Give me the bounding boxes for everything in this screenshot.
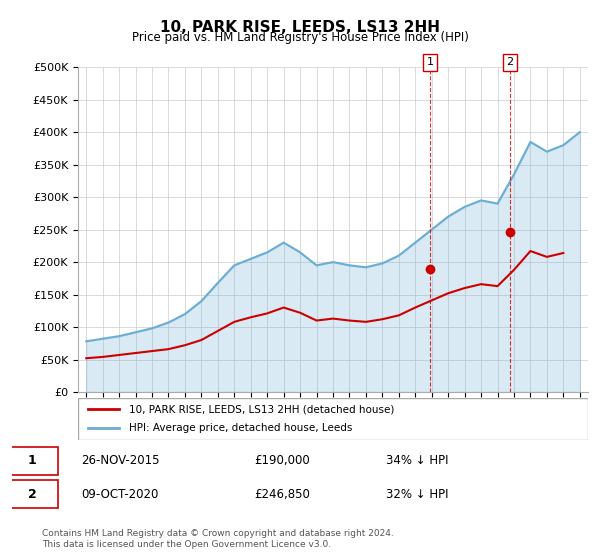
Text: 32% ↓ HPI: 32% ↓ HPI bbox=[386, 488, 449, 501]
Text: 1: 1 bbox=[28, 454, 37, 467]
Text: 2: 2 bbox=[506, 57, 514, 67]
Text: HPI: Average price, detached house, Leeds: HPI: Average price, detached house, Leed… bbox=[129, 423, 352, 433]
FancyBboxPatch shape bbox=[78, 398, 588, 440]
Text: 2: 2 bbox=[28, 488, 37, 501]
Text: 1: 1 bbox=[427, 57, 434, 67]
Text: Contains HM Land Registry data © Crown copyright and database right 2024.
This d: Contains HM Land Registry data © Crown c… bbox=[42, 529, 394, 549]
Text: £246,850: £246,850 bbox=[254, 488, 310, 501]
Text: 34% ↓ HPI: 34% ↓ HPI bbox=[386, 454, 449, 467]
Text: 26-NOV-2015: 26-NOV-2015 bbox=[81, 454, 160, 467]
Text: 10, PARK RISE, LEEDS, LS13 2HH: 10, PARK RISE, LEEDS, LS13 2HH bbox=[160, 20, 440, 35]
Text: 10, PARK RISE, LEEDS, LS13 2HH (detached house): 10, PARK RISE, LEEDS, LS13 2HH (detached… bbox=[129, 404, 394, 414]
FancyBboxPatch shape bbox=[6, 480, 58, 508]
Text: 09-OCT-2020: 09-OCT-2020 bbox=[81, 488, 158, 501]
FancyBboxPatch shape bbox=[6, 446, 58, 475]
Text: Price paid vs. HM Land Registry's House Price Index (HPI): Price paid vs. HM Land Registry's House … bbox=[131, 31, 469, 44]
Text: £190,000: £190,000 bbox=[254, 454, 310, 467]
